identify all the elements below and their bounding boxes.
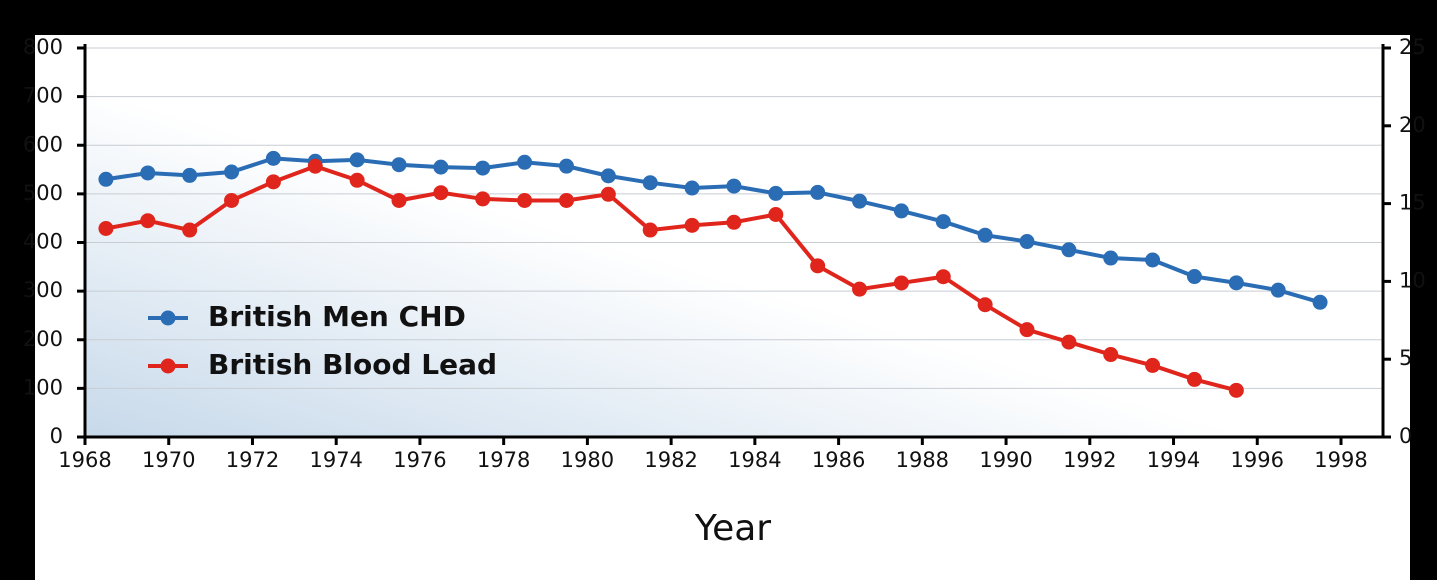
x-tick-label: 1976 — [393, 448, 446, 472]
x-tick-label: 1972 — [226, 448, 279, 472]
x-tick-label: 1978 — [477, 448, 530, 472]
y-tick-label: 200 — [23, 327, 63, 351]
data-point — [265, 174, 281, 190]
data-point — [810, 184, 826, 200]
data-point — [349, 152, 365, 168]
x-tick-label: 1968 — [58, 448, 111, 472]
data-point — [726, 178, 742, 194]
data-point — [475, 160, 491, 176]
data-point — [768, 185, 784, 201]
y-tick-label: 800 — [23, 35, 63, 59]
data-point — [182, 222, 198, 238]
data-point — [140, 165, 156, 181]
x-tick-label: 1994 — [1147, 448, 1200, 472]
x-tick-label: 1988 — [896, 448, 949, 472]
data-point — [1061, 242, 1077, 258]
x-tick-label: 1984 — [728, 448, 781, 472]
data-point — [1228, 382, 1244, 398]
data-point — [642, 222, 658, 238]
data-point — [600, 186, 616, 202]
y-tick-label: 400 — [23, 230, 63, 254]
data-point — [182, 167, 198, 183]
data-point — [1145, 252, 1161, 268]
y2-tick-label: 15 — [1399, 191, 1426, 215]
data-point — [140, 213, 156, 229]
data-point — [558, 192, 574, 208]
data-point — [433, 159, 449, 175]
data-point — [517, 154, 533, 170]
x-tick-label: 1974 — [309, 448, 362, 472]
y-tick-label: 500 — [23, 181, 63, 205]
x-tick-label: 1980 — [561, 448, 614, 472]
data-point — [265, 150, 281, 166]
x-tick-label: 1970 — [142, 448, 195, 472]
x-axis-label: Year — [694, 508, 771, 549]
y-tick-label: 100 — [23, 375, 63, 399]
x-tick-label: 1990 — [979, 448, 1032, 472]
y-tick-label: 0 — [50, 424, 63, 448]
legend-label: British Men CHD — [208, 300, 466, 333]
x-tick-label: 1992 — [1063, 448, 1116, 472]
data-point — [1019, 322, 1035, 338]
data-point — [224, 192, 240, 208]
y2-tick-label: 20 — [1399, 113, 1426, 137]
data-point — [1103, 250, 1119, 266]
data-point — [600, 168, 616, 184]
data-point — [684, 180, 700, 196]
y2-tick-label: 25 — [1399, 35, 1426, 59]
y-tick-label: 700 — [23, 84, 63, 108]
data-point — [810, 258, 826, 274]
data-point — [684, 217, 700, 233]
data-point — [1186, 371, 1202, 387]
legend-marker — [160, 358, 176, 374]
y2-tick-label: 10 — [1399, 268, 1426, 292]
data-point — [852, 281, 868, 297]
data-point — [475, 191, 491, 207]
y2-tick-label: 5 — [1399, 346, 1412, 370]
data-point — [642, 175, 658, 191]
data-point — [893, 275, 909, 291]
data-point — [1312, 294, 1328, 310]
x-tick-label: 1986 — [812, 448, 865, 472]
data-point — [1270, 282, 1286, 298]
data-point — [935, 214, 951, 230]
data-point — [893, 203, 909, 219]
data-point — [852, 193, 868, 209]
data-point — [391, 192, 407, 208]
data-point — [1019, 234, 1035, 250]
legend-label: British Blood Lead — [208, 348, 497, 381]
data-point — [726, 214, 742, 230]
data-point — [391, 157, 407, 173]
series-line — [105, 164, 1237, 393]
data-point — [98, 171, 114, 187]
x-tick-label: 1998 — [1314, 448, 1367, 472]
data-point — [935, 269, 951, 285]
data-point — [98, 220, 114, 236]
data-point — [1103, 347, 1119, 363]
y-tick-label: 600 — [23, 132, 63, 156]
x-tick-label: 1996 — [1231, 448, 1284, 472]
data-point — [224, 164, 240, 180]
data-point — [1145, 357, 1161, 373]
data-point — [349, 172, 365, 188]
data-point — [558, 158, 574, 174]
data-point — [1061, 334, 1077, 350]
x-tick-label: 1982 — [644, 448, 697, 472]
data-point — [1186, 269, 1202, 285]
data-point — [977, 297, 993, 313]
data-point — [307, 158, 323, 174]
data-point — [1228, 275, 1244, 291]
y-tick-label: 300 — [23, 278, 63, 302]
legend-marker — [160, 310, 176, 326]
data-point — [977, 227, 993, 243]
y2-tick-label: 0 — [1399, 424, 1412, 448]
data-point — [517, 192, 533, 208]
data-point — [768, 206, 784, 222]
data-point — [433, 185, 449, 201]
